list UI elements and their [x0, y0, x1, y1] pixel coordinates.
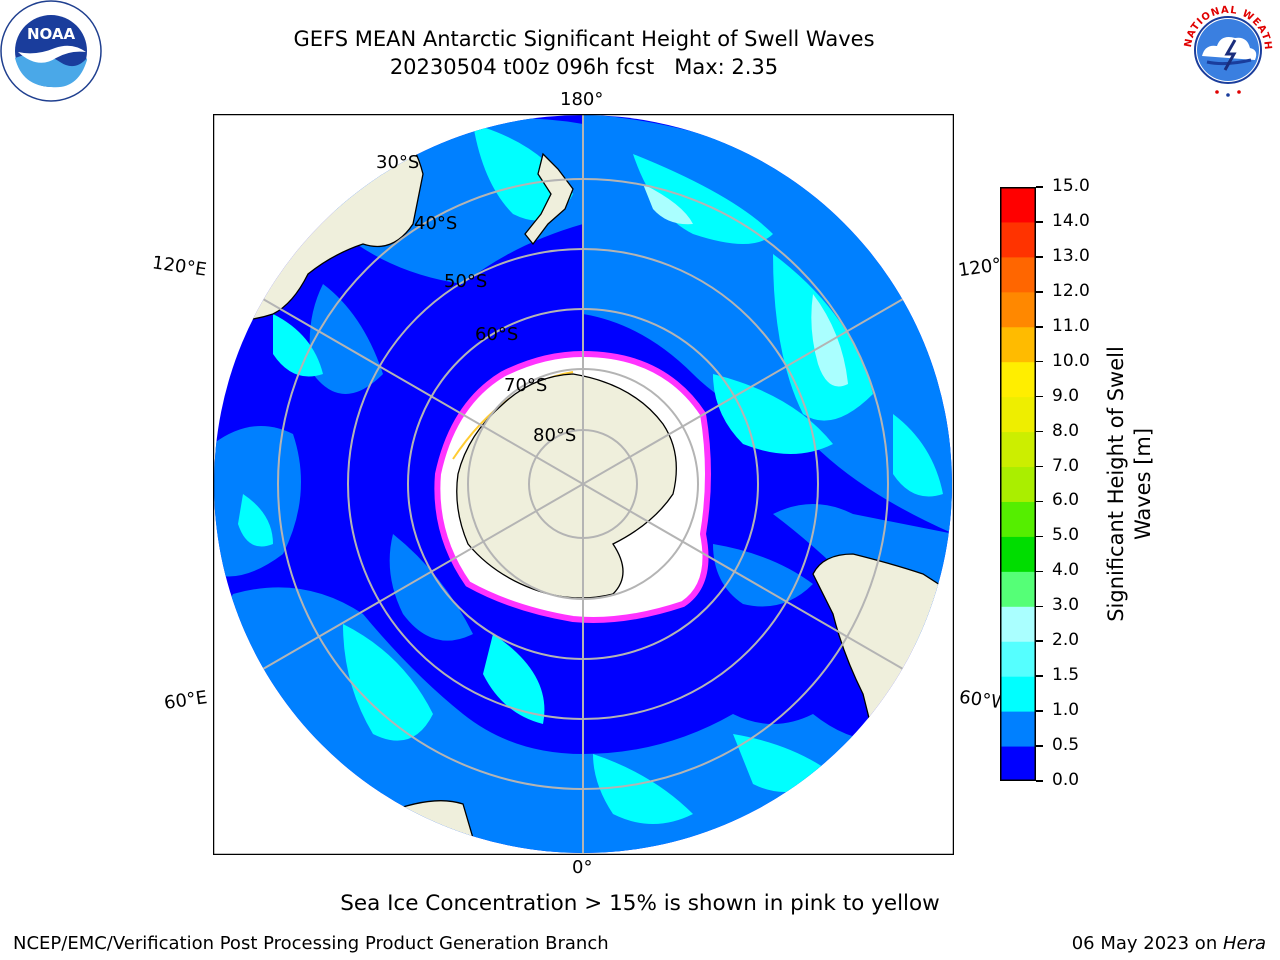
- colorbar-label-line2: Waves [m]: [1131, 427, 1155, 541]
- colorbar-tick-mark: [1036, 430, 1043, 433]
- chart-subtitle: 20230504 t00z 096h fcst Max: 2.35: [389, 55, 779, 79]
- colorbar-swatch: [1000, 291, 1036, 328]
- footer-host: Hera: [1222, 933, 1266, 954]
- colorbar-swatch: [1000, 396, 1036, 433]
- colorbar-tick-mark: [1036, 465, 1043, 468]
- lat-label-30s: 30°S: [376, 152, 420, 173]
- colorbar-tick-label: 0.5: [1052, 735, 1080, 756]
- colorbar-tick-mark: [1036, 605, 1043, 608]
- noaa-logo-text: NOAA: [27, 25, 76, 43]
- colorbar-tick-mark: [1036, 221, 1043, 223]
- colorbar-tick-label: 14.0: [1052, 210, 1090, 231]
- colorbar-label: Significant Height of Swell Waves [m]: [1103, 346, 1157, 622]
- colorbar-tick-label: 9.0: [1052, 385, 1080, 406]
- colorbar-swatch: [1000, 326, 1036, 363]
- lat-label-70s: 70°S: [504, 375, 548, 396]
- colorbar-tick-label: 6.0: [1052, 490, 1080, 511]
- colorbar-tick-label: 7.0: [1052, 455, 1080, 476]
- graticule: [214, 115, 952, 853]
- colorbar-tick-label: 13.0: [1052, 245, 1090, 266]
- colorbar-swatch: [1000, 536, 1036, 572]
- colorbar-tick-mark: [1036, 256, 1043, 258]
- noaa-logo-icon: NOAA: [0, 0, 102, 102]
- colorbar-tick-label: 12.0: [1052, 280, 1090, 301]
- colorbar-tick-mark: [1036, 745, 1043, 747]
- colorbar-tick-label: 0.0: [1052, 770, 1080, 790]
- colorbar-swatch: [1000, 746, 1036, 782]
- colorbar-tick-label: 2.0: [1052, 630, 1080, 651]
- colorbar-tick-label: 15.0: [1052, 176, 1090, 196]
- lat-label-40s: 40°S: [414, 213, 458, 234]
- map-frame: [212, 113, 955, 856]
- colorbar-tick-mark: [1036, 360, 1043, 363]
- footer-date-text: 06 May 2023 on: [1071, 933, 1223, 954]
- colorbar-swatch: [1000, 571, 1036, 607]
- nws-logo-icon: NATIONAL WEATHER SERVICE: [1173, 0, 1279, 102]
- colorbar-swatch: [1000, 256, 1036, 293]
- colorbar-swatch: [1000, 466, 1036, 502]
- lon-label-120e: 120°E: [150, 252, 208, 281]
- lon-label-60e: 60°E: [162, 687, 209, 714]
- colorbar-tick-label: 5.0: [1052, 525, 1080, 546]
- colorbar-tick-mark: [1036, 395, 1043, 398]
- colorbar-tick-label: 1.0: [1052, 700, 1080, 721]
- colorbar-swatch: [1000, 641, 1036, 677]
- colorbar-tick-mark: [1036, 780, 1043, 782]
- lon-label-0: 0°: [572, 857, 593, 878]
- colorbar-tick-label: 1.5: [1052, 665, 1080, 686]
- colorbar-tick-mark: [1036, 291, 1043, 293]
- colorbar-swatch: [1000, 431, 1036, 468]
- colorbar-tick-mark: [1036, 640, 1043, 642]
- colorbar-swatch: [1000, 187, 1036, 223]
- colorbar-tick-label: 11.0: [1052, 315, 1090, 336]
- colorbar-tick-mark: [1036, 535, 1043, 538]
- colorbar-swatch: [1000, 711, 1036, 747]
- colorbar-tick-mark: [1036, 675, 1043, 677]
- colorbar-tick-label: 10.0: [1052, 350, 1090, 371]
- chart-title: GEFS MEAN Antarctic Significant Height o…: [293, 27, 875, 51]
- colorbar-swatch: [1000, 361, 1036, 398]
- polar-map: [212, 113, 955, 856]
- footer-date: 06 May 2023 on Hera: [1072, 933, 1266, 954]
- footer-credit: NCEP/EMC/Verification Post Processing Pr…: [13, 933, 609, 954]
- colorbar-tick-label: 3.0: [1052, 595, 1080, 616]
- colorbar: [1000, 187, 1036, 782]
- colorbar-swatch: [1000, 501, 1036, 537]
- new-zealand-landmass: [524, 152, 574, 246]
- colorbar-tick-mark: [1036, 326, 1043, 328]
- sea-ice-note: Sea Ice Concentration > 15% is shown in …: [340, 891, 940, 916]
- colorbar-tick-mark: [1036, 186, 1043, 188]
- colorbar-swatch: [1000, 676, 1036, 712]
- colorbar-swatch: [1000, 221, 1036, 258]
- colorbar-tick-mark: [1036, 570, 1043, 573]
- colorbar-swatch: [1000, 606, 1036, 642]
- colorbar-label-line1: Significant Height of Swell: [1104, 346, 1128, 622]
- colorbar-frame: [1000, 187, 1036, 781]
- colorbar-tick-label: 8.0: [1052, 420, 1080, 441]
- colorbar-tick-mark: [1036, 500, 1043, 503]
- lat-label-60s: 60°S: [475, 324, 519, 345]
- lat-label-50s: 50°S: [444, 271, 488, 292]
- colorbar-tick-mark: [1036, 710, 1043, 712]
- colorbar-tick-label: 4.0: [1052, 560, 1080, 581]
- lon-label-180: 180°: [560, 89, 604, 110]
- lat-label-80s: 80°S: [533, 425, 577, 446]
